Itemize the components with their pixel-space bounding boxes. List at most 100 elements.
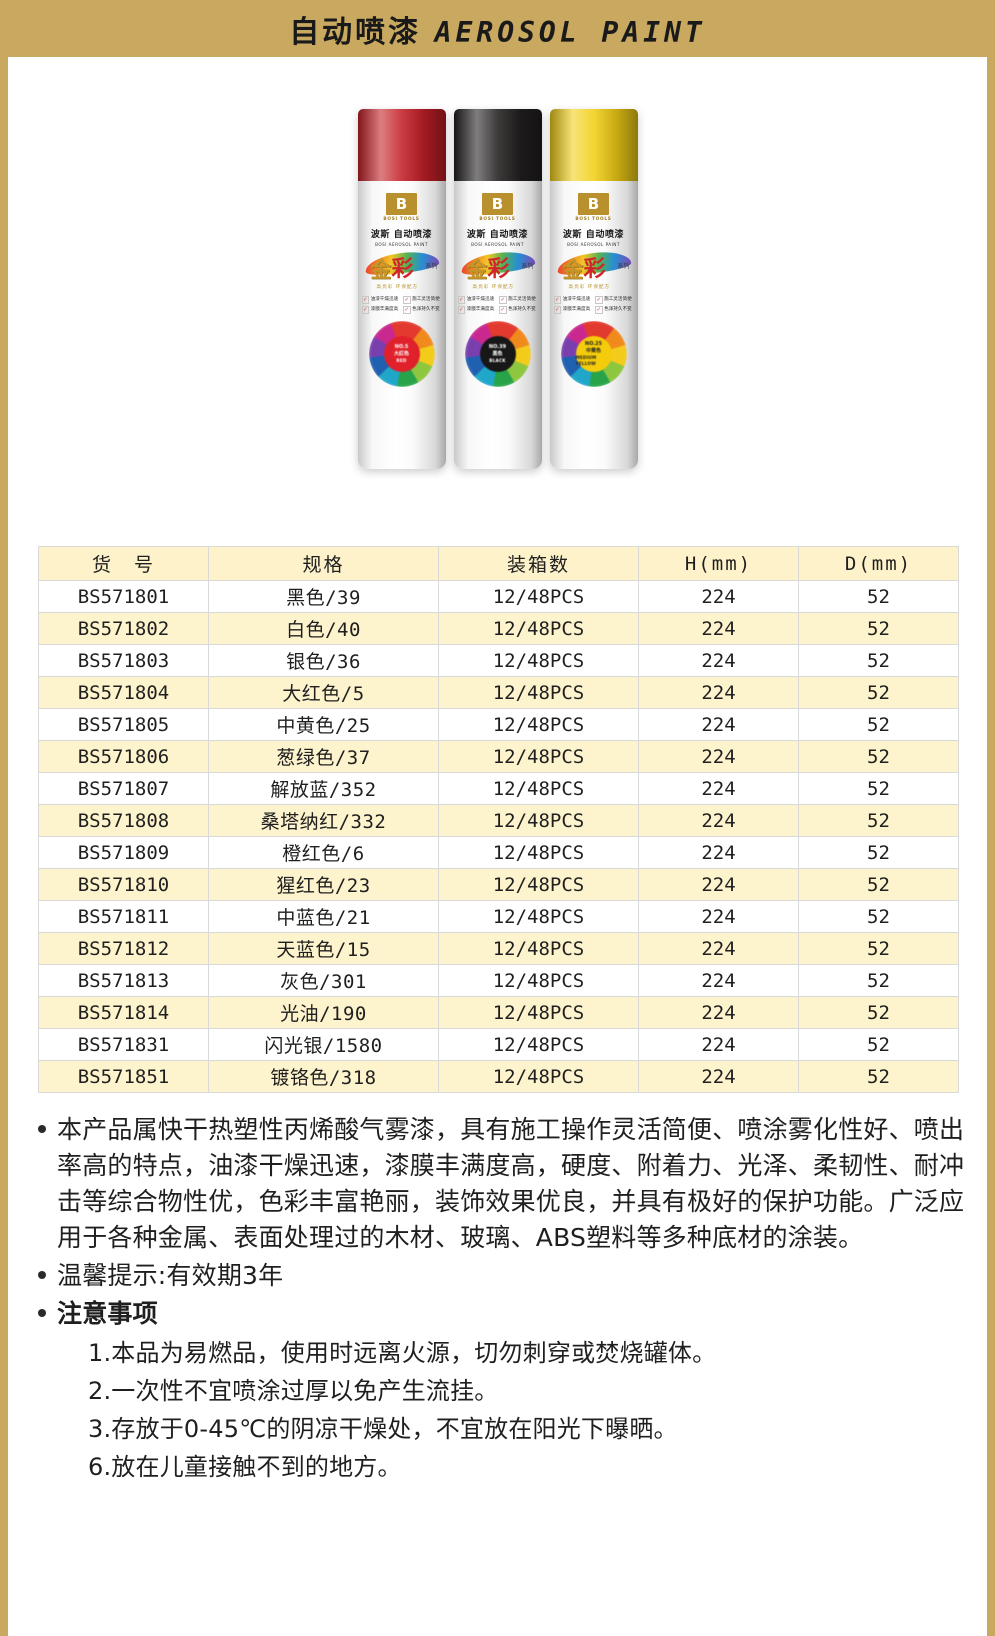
can-label-black: B BOSI TOOLS 波斯 自动喷漆 BOSI AEROSOL PAINT … xyxy=(453,181,542,469)
table-row: BS571813 灰色/301 12/48PCS 224 52 xyxy=(38,964,959,997)
cell-item-no: BS571808 xyxy=(38,804,209,837)
feature-label: 油漆干燥迅速 xyxy=(466,297,495,302)
column-header-packing: 装箱数 xyxy=(438,546,639,581)
series-char-2: 彩 xyxy=(487,257,510,282)
color-swatch: NO.39 黑色 BLACK xyxy=(479,336,516,372)
spray-can-group: B BOSI TOOLS 波斯 自动喷漆 BOSI AEROSOL PAINT … xyxy=(357,109,638,469)
cell-diameter: 52 xyxy=(798,580,959,613)
cell-packing: 12/48PCS xyxy=(438,996,639,1029)
note-tip-row: 温馨提示:有效期3年 xyxy=(38,1258,968,1294)
cell-item-no: BS571801 xyxy=(38,580,209,613)
cell-item-no: BS571809 xyxy=(38,836,209,869)
feature-label: 施工灵活简便 xyxy=(604,297,632,302)
cell-item-no: BS571805 xyxy=(38,708,209,741)
cell-item-no: BS571814 xyxy=(38,996,209,1029)
cell-height: 224 xyxy=(638,996,799,1029)
cell-item-no: BS571851 xyxy=(38,1060,209,1093)
swatch-name-en: MEDIUM YELLOW xyxy=(575,355,597,366)
can-cap-black xyxy=(453,109,542,181)
cell-packing: 12/48PCS xyxy=(438,708,639,741)
table-row: BS571811 中蓝色/21 12/48PCS 224 52 xyxy=(38,900,959,933)
cell-diameter: 52 xyxy=(798,772,959,805)
spray-can-yellow: B BOSI TOOLS 波斯 自动喷漆 BOSI AEROSOL PAINT … xyxy=(549,109,638,469)
cell-spec: 解放蓝/352 xyxy=(208,772,439,805)
table-row: BS571802 白色/40 12/48PCS 224 52 xyxy=(38,612,959,645)
swatch-name-cn: 黑色 xyxy=(492,351,503,357)
page-header: 自动喷漆 AEROSOL PAINT xyxy=(0,0,995,57)
cell-spec: 橙红色/6 xyxy=(208,836,439,869)
cell-diameter: 52 xyxy=(798,612,959,645)
cell-height: 224 xyxy=(638,1060,799,1093)
product-description: 本产品属快干热塑性丙烯酸气雾漆，具有施工操作灵活简便、喷涂雾化性好、喷出率高的特… xyxy=(57,1115,965,1252)
can-cap-yellow xyxy=(549,109,638,181)
table-row: BS571807 解放蓝/352 12/48PCS 224 52 xyxy=(38,772,959,805)
cell-packing: 12/48PCS xyxy=(438,772,639,805)
check-icon: ✓ xyxy=(553,306,562,314)
brand-name-en: BOSI AEROSOL PAINT xyxy=(567,242,620,247)
brand-name-en: BOSI AEROSOL PAINT xyxy=(375,242,428,247)
series-tag: 高亮彩 环保配方 xyxy=(568,285,611,290)
cell-packing: 12/48PCS xyxy=(438,1028,639,1061)
logo-caption: BOSI TOOLS xyxy=(479,217,516,222)
feature-item: ✓ 油漆干燥迅速 xyxy=(553,296,593,304)
color-splash-graphic: NO.5 大红色 RED xyxy=(368,321,435,387)
spray-can-red: B BOSI TOOLS 波斯 自动喷漆 BOSI AEROSOL PAINT … xyxy=(357,109,446,469)
cell-item-no: BS571806 xyxy=(38,740,209,773)
feature-label: 施工灵活简便 xyxy=(508,297,536,302)
cell-height: 224 xyxy=(638,836,799,869)
feature-item: ✓ 色泽持久不变 xyxy=(499,306,538,314)
cell-packing: 12/48PCS xyxy=(438,676,639,709)
series-suffix: 系列 xyxy=(521,263,534,270)
cell-item-no: BS571807 xyxy=(38,772,209,805)
cell-diameter: 52 xyxy=(798,740,959,773)
cell-packing: 12/48PCS xyxy=(438,740,639,773)
cell-spec: 大红色/5 xyxy=(208,676,439,709)
bullet-dot-icon xyxy=(38,1125,46,1133)
swatch-name-en: BLACK xyxy=(489,358,506,363)
column-header-item-no: 货 号 xyxy=(38,546,209,581)
feature-label: 施工灵活简便 xyxy=(412,297,440,302)
logo-caption: BOSI TOOLS xyxy=(575,217,612,222)
cell-spec: 桑塔纳红/332 xyxy=(208,804,439,837)
bosi-logo-icon: B xyxy=(386,193,417,215)
feature-label: 色泽持久不变 xyxy=(412,307,440,312)
cell-spec: 灰色/301 xyxy=(208,964,439,997)
series-graphic: 金 彩 系列 高亮彩 环保配方 xyxy=(459,248,537,292)
table-row: BS571806 葱绿色/37 12/48PCS 224 52 xyxy=(38,740,959,773)
cell-diameter: 52 xyxy=(798,996,959,1029)
table-row: BS571803 银色/36 12/48PCS 224 52 xyxy=(38,644,959,677)
page-title: 自动喷漆 AEROSOL PAINT xyxy=(289,7,706,51)
cell-height: 224 xyxy=(638,708,799,741)
swatch-number: NO.5 xyxy=(394,344,409,350)
page-title-en: AEROSOL PAINT xyxy=(434,15,706,49)
feature-list: ✓ 油漆干燥迅速 ✓ 施工灵活简便 ✓ 漆膜丰满度高 ✓ 色泽持久不变 xyxy=(553,296,634,314)
validity-tip: 温馨提示:有效期3年 xyxy=(57,1261,284,1290)
can-label-red: B BOSI TOOLS 波斯 自动喷漆 BOSI AEROSOL PAINT … xyxy=(357,181,446,469)
feature-label: 油漆干燥迅速 xyxy=(562,297,591,302)
caution-title: 注意事项 xyxy=(57,1299,158,1328)
brand-name-cn: 波斯 自动喷漆 xyxy=(562,230,625,240)
cell-height: 224 xyxy=(638,900,799,933)
cell-spec: 天蓝色/15 xyxy=(208,932,439,965)
cell-diameter: 52 xyxy=(798,1060,959,1093)
series-char-2: 彩 xyxy=(583,257,606,282)
spec-table: 货 号 规格 装箱数 H(mm) D(mm) BS571801 黑色/39 12/4… xyxy=(38,546,959,1093)
feature-label: 漆膜丰满度高 xyxy=(562,307,591,312)
cell-height: 224 xyxy=(638,612,799,645)
can-cap-red xyxy=(357,109,446,181)
series-char-1: 金 xyxy=(562,258,584,282)
cell-item-no: BS571802 xyxy=(38,612,209,645)
cell-spec: 猩红色/23 xyxy=(208,868,439,901)
cell-diameter: 52 xyxy=(798,964,959,997)
table-row: BS571814 光油/190 12/48PCS 224 52 xyxy=(38,996,959,1029)
cell-height: 224 xyxy=(638,644,799,677)
table-row: BS571810 猩红色/23 12/48PCS 224 52 xyxy=(38,868,959,901)
series-graphic: 金 彩 系列 高亮彩 环保配方 xyxy=(555,248,633,292)
table-row: BS571808 桑塔纳红/332 12/48PCS 224 52 xyxy=(38,804,959,837)
swatch-name-cn: 中黄色 xyxy=(585,348,601,354)
cell-spec: 闪光银/1580 xyxy=(208,1028,439,1061)
cell-packing: 12/48PCS xyxy=(438,900,639,933)
column-header-diameter: D(mm) xyxy=(798,546,959,581)
check-icon: ✓ xyxy=(403,306,411,314)
cell-spec: 中蓝色/21 xyxy=(208,900,439,933)
